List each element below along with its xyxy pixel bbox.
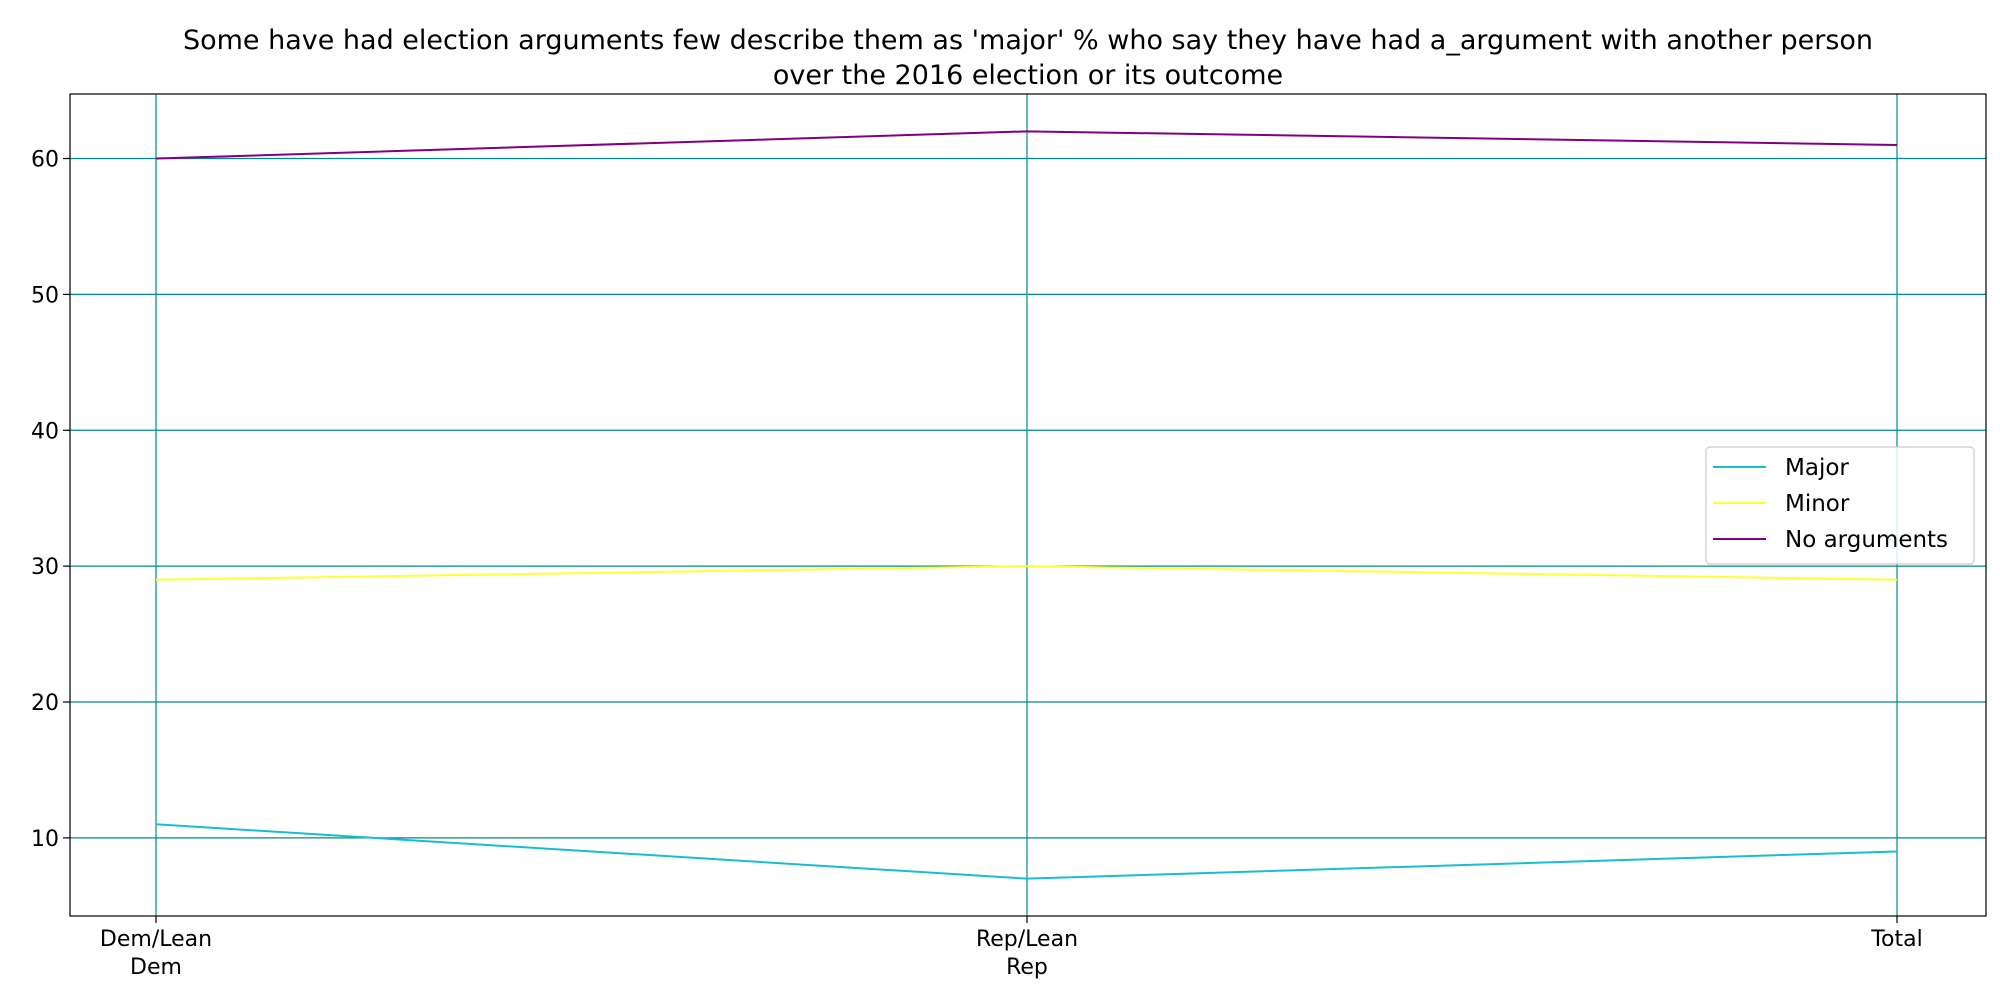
y-tick-label: 40 bbox=[31, 419, 59, 444]
y-tick-label: 60 bbox=[31, 148, 59, 173]
x-tick-label: Total bbox=[1870, 927, 1922, 952]
y-tick-label: 50 bbox=[31, 283, 59, 308]
chart-title-line: over the 2016 election or its outcome bbox=[773, 60, 1283, 91]
legend: Major Minor No arguments bbox=[1705, 446, 1975, 565]
grid-lines bbox=[70, 94, 1986, 916]
chart-title-line: Some have had election arguments few des… bbox=[183, 25, 1873, 56]
y-tick-label: 20 bbox=[31, 691, 59, 716]
x-axis: Dem/Lean Dem Rep/Lean Rep Total bbox=[100, 916, 1923, 980]
legend-label: Major bbox=[1785, 455, 1849, 481]
x-tick-label: Rep/Lean Rep bbox=[976, 927, 1078, 980]
y-tick-label: 10 bbox=[31, 827, 59, 852]
plot-area-frame bbox=[69, 93, 1987, 917]
y-tick-label: 30 bbox=[31, 555, 59, 580]
legend-label: No arguments bbox=[1785, 527, 1948, 553]
chart-title: Some have had election arguments few des… bbox=[183, 25, 1873, 91]
series-line-major bbox=[155, 823, 1898, 880]
series-lines bbox=[155, 130, 1898, 880]
series-line-no-arguments bbox=[155, 130, 1898, 160]
y-axis: 10 20 30 40 50 60 bbox=[31, 148, 70, 852]
legend-label: Minor bbox=[1785, 491, 1850, 517]
legend-box bbox=[1705, 446, 1975, 565]
x-tick-label: Dem/Lean Dem bbox=[100, 927, 212, 980]
series-line-minor bbox=[155, 565, 1898, 581]
